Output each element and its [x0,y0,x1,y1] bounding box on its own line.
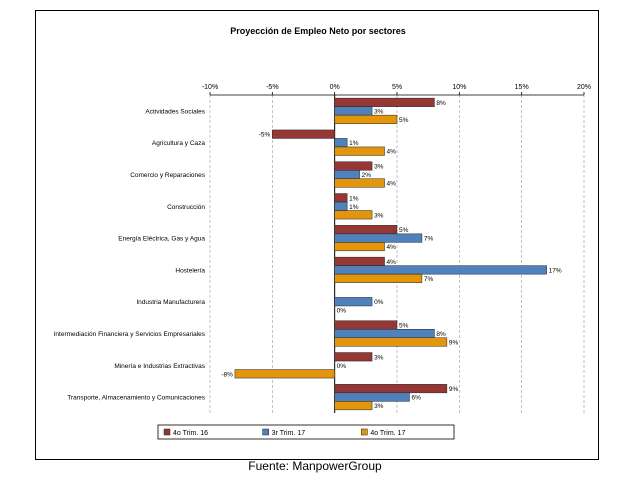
x-tick-label: 20% [577,84,591,91]
data-label: 8% [436,100,446,107]
legend-swatch [262,428,269,436]
bar [334,337,448,347]
data-label: 1% [349,140,359,147]
bar [272,129,335,139]
data-label: 2% [362,172,372,179]
data-label: 4% [387,149,397,156]
data-label: 1% [349,195,359,202]
bar [334,170,360,179]
data-label: 3% [374,108,384,115]
legend-label: 4o Trim. 17 [370,430,405,437]
gridlines [209,95,585,413]
bar [334,329,435,338]
bar [334,201,348,211]
x-tick-label: 5% [392,84,402,91]
category-label: Energía Eléctrica, Gas y Agua [118,236,205,243]
category-label: Transporte, Almacenamiento y Comunicacio… [67,395,206,402]
bar [334,225,398,235]
data-label: 5% [399,322,409,329]
data-label: 5% [399,117,409,124]
bar [334,146,385,156]
bar [334,178,385,188]
bar [334,352,373,362]
data-label: 4% [387,180,397,187]
category-label: Construcción [167,204,205,211]
category-label: Industria Manufacturera [136,299,205,306]
x-axis-ticks: -10% -5% 0% 5% 10% 15% 20% [202,84,591,96]
data-label: 7% [424,236,434,243]
legend-label: 3r Trim. 17 [272,430,306,437]
category-labels: Actividades Sociales Agricultura y Caza Co… [54,108,206,401]
bar [334,193,348,203]
category-label: Minería e Industrias Extractivas [114,363,205,370]
category-label: Hostelería [175,267,205,274]
bar [234,369,335,379]
source-note: Fuente: ManpowerGroup [248,459,382,473]
category-label: Intermediación Financiera y Servicios Em… [54,331,206,338]
data-label: 3% [374,354,384,361]
data-label: 1% [349,204,359,211]
bar [334,384,448,394]
bar [334,401,373,411]
bar [334,265,547,275]
bar [334,106,373,116]
legend-label: 4o Trim. 16 [173,430,208,437]
bar [334,114,398,124]
category-label: Actividades Sociales [145,108,205,115]
bar [334,210,373,220]
data-label: 8% [436,331,446,338]
bar [334,161,373,171]
data-label: -8% [221,371,233,378]
x-tick-label: -5% [266,84,278,91]
data-labels: 8%3%5%-5%1%4%3%2%4%1%1%3%5%7%4%4%17%7%0%… [221,100,561,410]
bar [334,233,423,243]
bar [334,242,385,252]
legend-swatch [163,428,171,436]
data-label: 3% [374,403,384,410]
bar [334,320,398,330]
legend-box [157,424,455,440]
data-label: 5% [399,227,409,234]
chart-frame: Proyección de Empleo Neto por sectores -… [35,10,599,460]
bar [334,256,385,266]
legend: 4o Trim. 16 3r Trim. 17 4o Trim. 17 [157,424,455,440]
x-tick-label: 15% [515,84,529,91]
x-tick-label: 0% [330,84,340,91]
data-label: -5% [259,132,271,139]
data-label: 0% [337,363,347,370]
data-label: 7% [424,276,434,283]
bar [334,138,348,148]
bar [334,392,410,402]
legend-swatch [361,428,368,436]
data-label: 3% [374,163,384,170]
bar [334,97,435,107]
data-label: 0% [374,299,384,306]
bar [334,297,373,307]
data-label: 0% [337,308,347,315]
bar-chart: Proyección de Empleo Neto por sectores -… [54,26,591,440]
x-tick-label: 10% [452,84,466,91]
category-label: Comercio y Reparaciones [130,172,206,179]
data-label: 9% [449,339,459,346]
bar [334,273,423,283]
category-label: Agricultura y Caza [152,140,205,147]
x-tick-label: -10% [202,84,218,91]
bars [234,97,547,411]
data-label: 3% [374,212,384,219]
data-label: 4% [387,244,397,251]
data-label: 6% [411,395,421,402]
data-label: 9% [449,386,459,393]
data-label: 4% [387,259,397,266]
data-label: 17% [549,267,562,274]
chart-title: Proyección de Empleo Neto por sectores [230,26,406,36]
